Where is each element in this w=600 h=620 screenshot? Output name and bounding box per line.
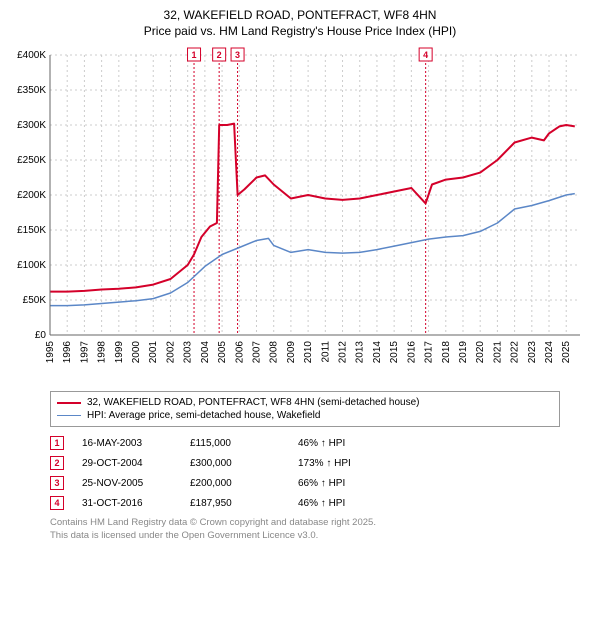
legend-label: 32, WAKEFIELD ROAD, PONTEFRACT, WF8 4HN … <box>87 397 420 408</box>
x-tick-label: 2025 <box>561 341 572 364</box>
event-price: £200,000 <box>190 478 280 489</box>
x-tick-label: 2005 <box>217 341 228 364</box>
x-tick-label: 2009 <box>286 341 297 364</box>
x-tick-label: 2024 <box>544 341 555 364</box>
y-tick-label: £250K <box>17 155 46 166</box>
event-number-box: 1 <box>50 436 64 450</box>
event-date: 29-OCT-2004 <box>82 458 172 469</box>
event-row: 2 29-OCT-2004 £300,000 173% ↑ HPI <box>50 453 560 473</box>
x-tick-label: 2003 <box>183 341 194 364</box>
event-row: 1 16-MAY-2003 £115,000 46% ↑ HPI <box>50 433 560 453</box>
y-tick-label: £300K <box>17 120 46 131</box>
event-date: 25-NOV-2005 <box>82 478 172 489</box>
legend: 32, WAKEFIELD ROAD, PONTEFRACT, WF8 4HN … <box>50 391 560 427</box>
x-tick-label: 2008 <box>269 341 280 364</box>
chart-plot: £0 £50K £100K £150K £200K £250K £300K £350K £400… <box>10 45 590 385</box>
y-tick-label: £0 <box>35 330 47 341</box>
event-number-box: 2 <box>50 456 64 470</box>
chart-container: 32, WAKEFIELD ROAD, PONTEFRACT, WF8 4HN … <box>0 0 600 548</box>
x-tick-label: 2000 <box>131 341 142 364</box>
x-tick-label: 2022 <box>510 341 521 364</box>
legend-item: HPI: Average price, semi-detached house,… <box>57 409 553 422</box>
line-chart-svg: £0 £50K £100K £150K £200K £250K £300K £350K £400… <box>10 45 590 385</box>
x-tick-label: 2010 <box>303 341 314 364</box>
event-marker-number: 2 <box>217 50 222 60</box>
y-tick-label: £100K <box>17 260 46 271</box>
x-tick-label: 2017 <box>424 341 435 364</box>
x-tick-label: 2012 <box>338 341 349 364</box>
event-row: 4 31-OCT-2016 £187,950 46% ↑ HPI <box>50 493 560 513</box>
legend-label: HPI: Average price, semi-detached house,… <box>87 410 320 421</box>
event-change: 66% ↑ HPI <box>298 478 398 489</box>
chart-title: 32, WAKEFIELD ROAD, PONTEFRACT, WF8 4HN … <box>10 8 590 39</box>
x-tick-label: 2015 <box>389 341 400 364</box>
legend-item: 32, WAKEFIELD ROAD, PONTEFRACT, WF8 4HN … <box>57 396 553 409</box>
attribution: Contains HM Land Registry data © Crown c… <box>50 517 560 542</box>
title-line-2: Price paid vs. HM Land Registry's House … <box>144 24 456 38</box>
event-number-box: 4 <box>50 496 64 510</box>
y-tick-label: £50K <box>23 295 47 306</box>
y-tick-label: £350K <box>17 85 46 96</box>
attribution-line-2: This data is licensed under the Open Gov… <box>50 530 318 541</box>
x-tick-label: 2011 <box>320 341 331 363</box>
x-tick-label: 2020 <box>475 341 486 364</box>
event-change: 46% ↑ HPI <box>298 438 398 449</box>
event-date: 16-MAY-2003 <box>82 438 172 449</box>
x-tick-label: 2013 <box>355 341 366 364</box>
title-line-1: 32, WAKEFIELD ROAD, PONTEFRACT, WF8 4HN <box>164 8 437 22</box>
x-tick-label: 2018 <box>441 341 452 364</box>
x-tick-label: 1997 <box>79 341 90 364</box>
event-price: £115,000 <box>190 438 280 449</box>
x-tick-label: 1998 <box>97 341 108 364</box>
x-tick-label: 1999 <box>114 341 125 364</box>
x-tick-label: 2002 <box>165 341 176 364</box>
event-change: 46% ↑ HPI <box>298 498 398 509</box>
x-tick-label: 2004 <box>200 341 211 364</box>
event-number-box: 3 <box>50 476 64 490</box>
x-tick-label: 1996 <box>62 341 73 364</box>
event-row: 3 25-NOV-2005 £200,000 66% ↑ HPI <box>50 473 560 493</box>
event-change: 173% ↑ HPI <box>298 458 398 469</box>
event-marker-number: 4 <box>423 50 428 60</box>
legend-swatch <box>57 415 81 416</box>
x-tick-label: 1995 <box>45 341 56 364</box>
y-tick-label: £200K <box>17 190 46 201</box>
event-marker-number: 3 <box>235 50 240 60</box>
x-tick-label: 2014 <box>372 341 383 364</box>
event-table: 1 16-MAY-2003 £115,000 46% ↑ HPI 2 29-OCT-200… <box>50 433 560 513</box>
x-tick-label: 2023 <box>527 341 538 364</box>
event-marker-number: 1 <box>192 50 197 60</box>
legend-swatch <box>57 402 81 404</box>
event-date: 31-OCT-2016 <box>82 498 172 509</box>
y-tick-label: £150K <box>17 225 46 236</box>
attribution-line-1: Contains HM Land Registry data © Crown c… <box>50 517 376 528</box>
x-tick-label: 2001 <box>148 341 159 364</box>
x-tick-label: 2016 <box>406 341 417 364</box>
x-tick-label: 2021 <box>492 341 503 364</box>
x-tick-label: 2006 <box>234 341 245 364</box>
event-price: £187,950 <box>190 498 280 509</box>
x-tick-label: 2019 <box>458 341 469 364</box>
event-price: £300,000 <box>190 458 280 469</box>
y-tick-label: £400K <box>17 50 46 61</box>
x-tick-label: 2007 <box>251 341 262 364</box>
